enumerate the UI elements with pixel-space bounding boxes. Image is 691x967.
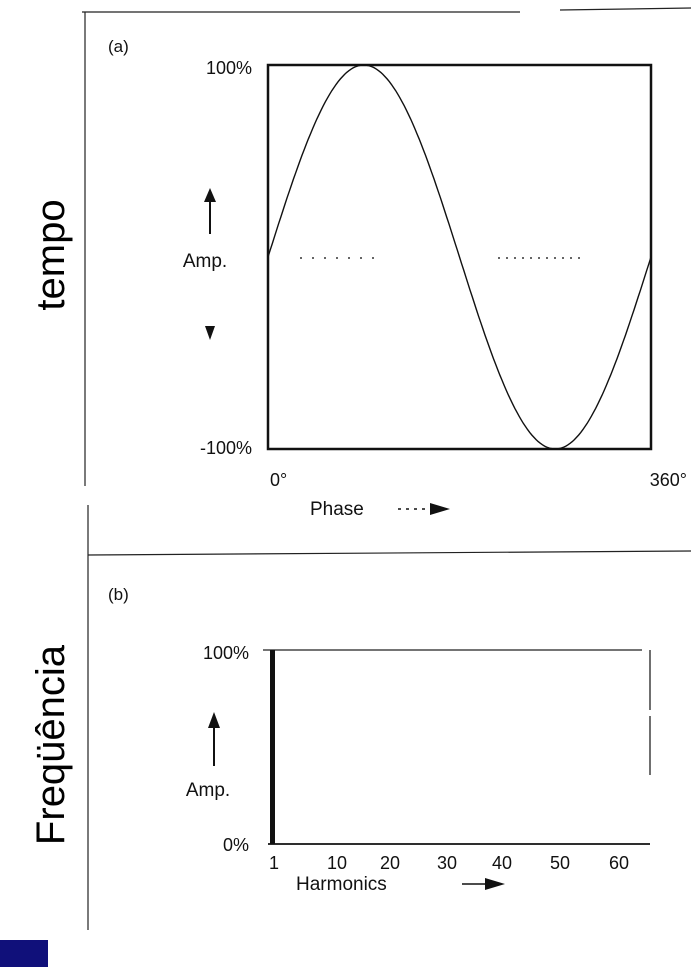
y-axis-title-b: Amp. [186, 780, 230, 801]
frame-lines [82, 7, 691, 930]
arrow-right-icon-b [462, 878, 505, 890]
x-tick-label-b: 10 [327, 853, 347, 873]
x-tick-label-b: 20 [380, 853, 400, 873]
x-tick-end-a: 360° [650, 470, 687, 490]
x-tick-labels-b: 1 10 20 30 40 50 60 [269, 853, 629, 873]
y-tick-bottom-a: -100% [200, 438, 252, 458]
sine-wave-line [267, 64, 652, 450]
x-tick-start-a: 0° [270, 470, 287, 490]
panel-label-a: (a) [108, 37, 129, 56]
panel-b: (b) 100% 0% Amp. 1 10 20 30 40 50 60 Harmonics [108, 585, 651, 895]
y-tick-top-a: 100% [206, 58, 252, 78]
y-tick-top-b: 100% [203, 643, 249, 663]
x-tick-label-b: 40 [492, 853, 512, 873]
y-axis-title-a: Amp. [183, 251, 227, 272]
arrow-right-icon [398, 503, 450, 515]
side-label-tempo: tempo [29, 199, 73, 310]
y-tick-bottom-b: 0% [223, 835, 249, 855]
x-axis-title-a: Phase [310, 499, 364, 520]
x-axis-title-b: Harmonics [296, 874, 387, 895]
slide-corner-block [0, 940, 48, 967]
x-tick-label-b: 1 [269, 853, 279, 873]
arrow-up-icon [204, 188, 216, 234]
x-tick-label-b: 60 [609, 853, 629, 873]
x-tick-label-b: 30 [437, 853, 457, 873]
panel-label-b: (b) [108, 585, 129, 604]
arrow-up-icon-b [208, 712, 220, 766]
arrow-down-icon [205, 326, 215, 340]
x-tick-label-b: 50 [550, 853, 570, 873]
harmonic-1-bar [270, 650, 275, 844]
panel-a: (a) 100% -100% Amp. 0° 360° Phase [108, 37, 687, 520]
side-label-frequencia: Freqüência [29, 644, 73, 845]
